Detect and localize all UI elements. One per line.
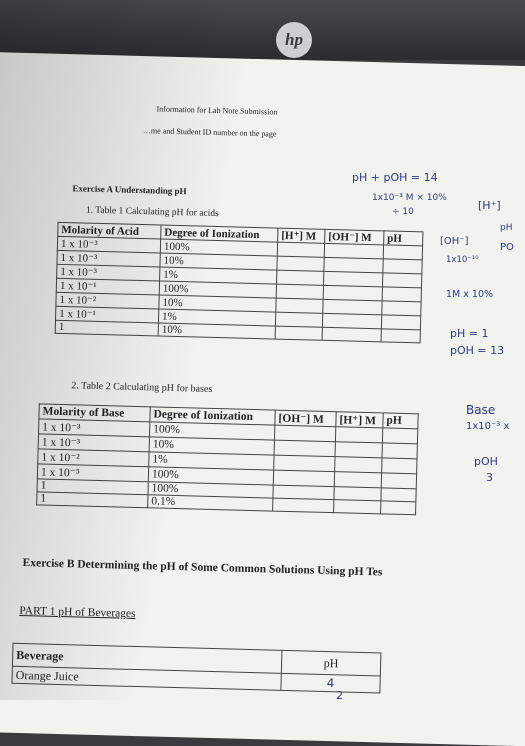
cell-ph[interactable] [382,272,422,288]
cell-oh[interactable] [322,327,382,342]
exercise-b-title: Exercise B Determining the pH of Some Co… [22,557,383,579]
note-1m-times-10: 1M x 10% [446,289,494,300]
exercise-a-title: Exercise A Understanding pH [72,183,187,197]
note-divide-10: ÷ 10 [392,207,414,217]
cell-ph[interactable] [381,300,422,316]
table-1-acids: Molarity of Acid Degree of Ionization [H… [54,221,424,344]
cell-h[interactable] [276,284,324,300]
cell-oh[interactable] [322,299,383,315]
note-oh-bracket: [OH⁻] [440,236,469,247]
th-h-conc: [H⁺] M [335,411,384,428]
table-2-bases: Molarity of Base Degree of Ionization [O… [36,403,419,516]
cell-h[interactable] [276,256,325,272]
cell-oh[interactable] [274,440,336,457]
worksheet-page: Information for Lab Note Submission …me … [0,52,525,746]
cell-oh[interactable] [274,425,336,442]
cell-h[interactable] [275,312,323,328]
cell-h[interactable] [334,471,382,488]
cell-ph[interactable] [381,457,417,474]
th-ph: pH [383,230,423,246]
hp-logo-icon: hp [276,22,312,58]
note-po: PO [500,242,514,253]
note-base-conc: 1x10⁻³ x [466,421,510,432]
cell-molarity: 1 [55,320,159,336]
laptop-bezel: hp [0,0,525,60]
cell-oh[interactable] [323,285,383,301]
cell-oh[interactable] [324,243,384,259]
cell-ph[interactable] [381,328,421,343]
cell-h[interactable] [335,441,383,458]
cell-ph[interactable] [380,487,417,502]
cell-ph-value[interactable]: 4 [280,673,381,693]
cell-oh[interactable] [272,498,334,513]
cell-h[interactable] [275,298,324,314]
cell-ph[interactable] [382,442,418,459]
cell-oh[interactable] [322,313,382,329]
cell-ionization: 0.1% [147,494,273,512]
note-extra-digit: 2 [336,689,343,702]
beverages-table: Beverage pH Orange Juice 4 [11,642,382,694]
cell-ph[interactable] [381,472,417,489]
cell-ph[interactable] [381,314,421,330]
cell-oh[interactable] [273,470,335,487]
header-line-1: Information for Lab Note Submission [156,104,278,117]
note-ph-1: pH = 1 [450,327,489,340]
note-ph: pH [500,223,513,233]
cell-h[interactable] [277,242,325,258]
cell-ph[interactable] [382,427,418,444]
cell-h[interactable] [335,426,383,443]
cell-ionization: 10% [158,323,276,340]
note-concentration-times: 1x10⁻³ M × 10% [372,193,447,203]
cell-molarity: 1 [36,491,148,508]
cell-ph[interactable] [382,258,423,274]
note-poh-13: pOH = 13 [450,344,505,357]
note-base: Base [466,403,496,417]
th-ph: pH [281,650,381,676]
table1-caption: 1. Table 1 Calculating pH for acids [85,205,219,220]
cell-oh[interactable] [273,455,336,472]
th-oh-conc: [OH⁻] M [274,410,337,427]
part-1-heading: PART 1 pH of Beverages [19,604,136,621]
table2-caption: 2. Table 2 Calculating pH for bases [71,380,213,395]
note-poh-value: 3 [486,471,493,484]
note-h-bracket: [H⁺] [478,199,501,212]
note-1e-10: 1x10⁻¹⁰ [446,255,479,265]
handwritten-ph-value: 4 [326,675,335,690]
cell-h[interactable] [275,326,323,341]
note-ph-poh-14: pH + pOH = 14 [352,171,438,184]
th-ph: pH [382,412,419,429]
cell-ph[interactable] [382,286,422,302]
header-line-2: …me and Student ID number on the page [142,126,277,139]
cell-h[interactable] [334,456,383,473]
th-h-conc: [H⁺] M [277,228,325,244]
cell-h[interactable] [333,499,381,514]
th-oh-conc: [OH⁻] M [324,229,384,245]
note-poh: pOH [474,455,498,468]
cell-oh[interactable] [323,271,383,287]
cell-h[interactable] [333,486,382,501]
cell-ph[interactable] [383,244,423,260]
cell-ph[interactable] [380,500,416,515]
cell-oh[interactable] [323,257,384,273]
cell-h[interactable] [276,270,324,286]
